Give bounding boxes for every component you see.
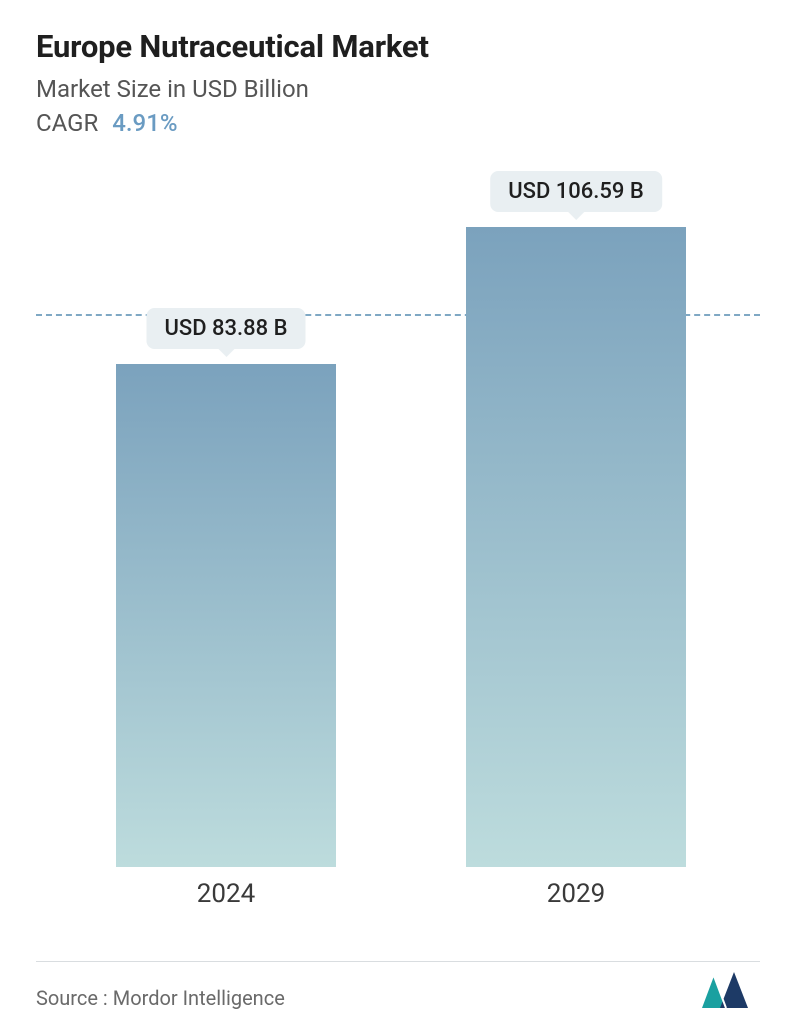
bar-2024: USD 83.88 B — [116, 364, 336, 867]
chart-title: Europe Nutraceutical Market — [36, 28, 760, 65]
chart-subtitle: Market Size in USD Billion — [36, 75, 760, 103]
chart-area: USD 83.88 B 2024 USD 106.59 B 2029 — [36, 157, 760, 917]
chart-footer: Source : Mordor Intelligence — [36, 958, 760, 1010]
bar-fill — [116, 364, 336, 867]
cagr-label: CAGR — [36, 109, 98, 137]
cagr-line: CAGR 4.91% — [36, 109, 760, 137]
bar-fill — [466, 227, 686, 867]
brand-logo-icon — [700, 970, 760, 1010]
bar-2029: USD 106.59 B — [466, 227, 686, 867]
x-axis-label: 2029 — [466, 879, 686, 909]
x-axis-label: 2024 — [116, 879, 336, 909]
cagr-value: 4.91% — [112, 109, 177, 137]
source-text: Source : Mordor Intelligence — [36, 986, 285, 1010]
value-pill: USD 106.59 B — [490, 171, 662, 212]
value-pill: USD 83.88 B — [146, 308, 305, 349]
